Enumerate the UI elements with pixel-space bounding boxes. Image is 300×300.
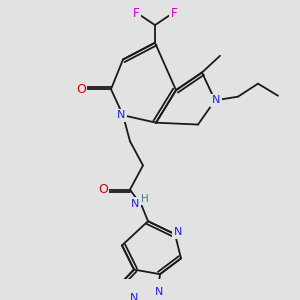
- Text: N: N: [155, 287, 163, 297]
- Text: F: F: [133, 8, 139, 20]
- Text: N: N: [131, 199, 139, 208]
- Text: H: H: [141, 194, 149, 204]
- Text: O: O: [76, 83, 86, 96]
- Text: N: N: [174, 227, 182, 237]
- Text: N: N: [117, 110, 125, 120]
- Text: N: N: [212, 95, 220, 105]
- Text: N: N: [130, 293, 138, 300]
- Text: O: O: [98, 183, 108, 196]
- Text: F: F: [171, 8, 177, 20]
